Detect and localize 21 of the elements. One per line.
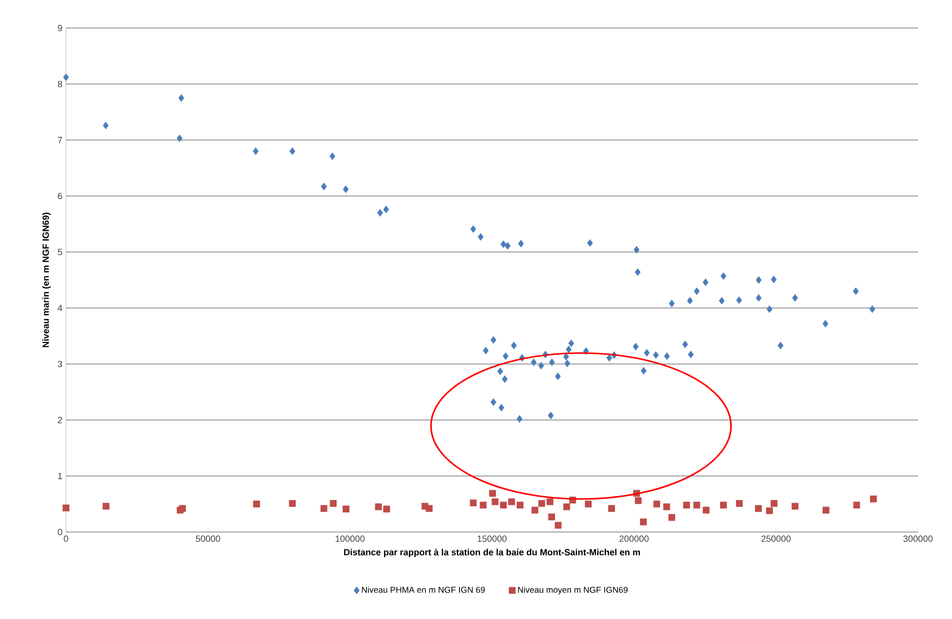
x-tick-label: 300000 [903, 536, 933, 542]
legend-label: Niveau moyen m NGF IGN69 [518, 586, 628, 594]
x-tick-label: 250000 [762, 536, 791, 542]
x-tick-label: 0 [64, 536, 68, 542]
y-tick-label: 5 [58, 248, 62, 256]
y-tick-label: 7 [58, 136, 62, 144]
y-tick-label: 3 [58, 360, 62, 368]
y-tick-label: 4 [58, 304, 62, 312]
y-tick-label: 8 [58, 80, 62, 88]
y-tick-label: 0 [58, 528, 62, 536]
y-tick-label: 9 [58, 24, 62, 32]
x-axis-title: Distance par rapport à la station de la baie du Mont-Saint-Michel en m [344, 548, 640, 558]
y-tick-label: 2 [58, 416, 62, 424]
x-tick-label: 100000 [336, 536, 365, 542]
x-tick-label: 200000 [620, 536, 649, 542]
y-axis-title: Niveau marin (en m NGF IGN69) [42, 212, 51, 348]
y-tick-label: 1 [58, 472, 62, 480]
legend-label: Niveau PHMA en m NGF IGN 69 [362, 586, 485, 593]
x-tick-label: 150000 [478, 536, 507, 542]
x-tick-label: 50000 [196, 536, 220, 542]
y-tick-label: 6 [58, 192, 62, 200]
